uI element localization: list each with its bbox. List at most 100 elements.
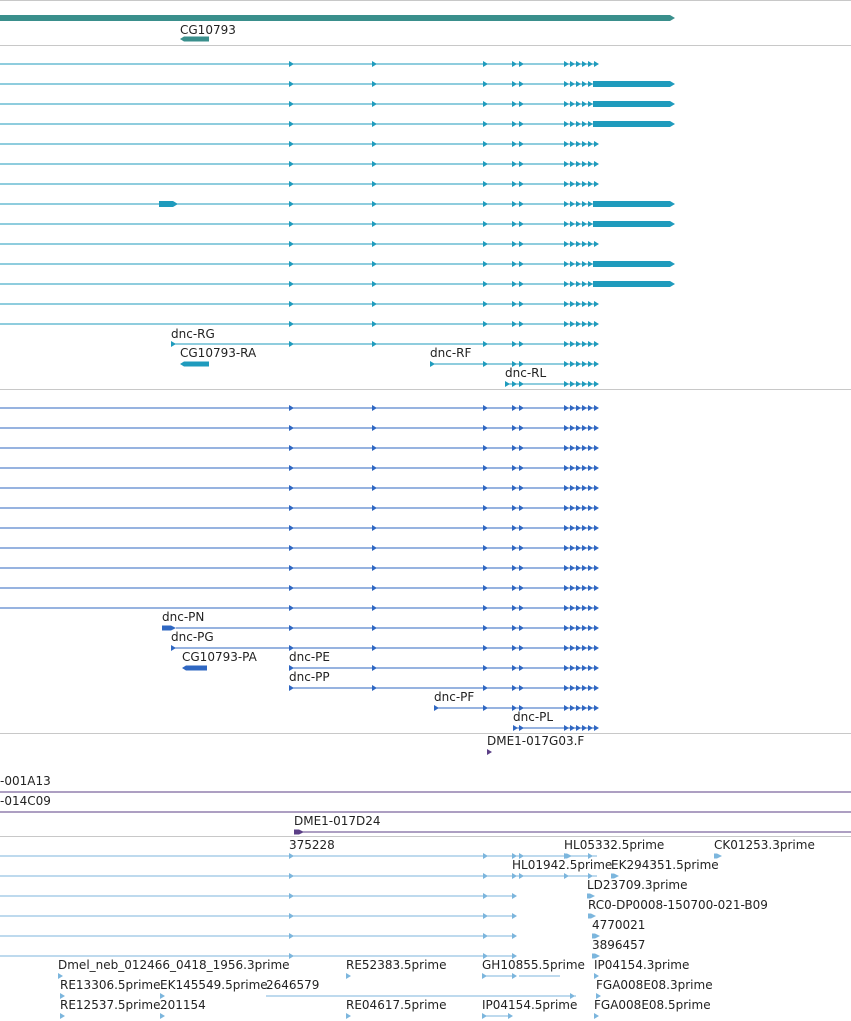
protein-exon-marker — [519, 545, 524, 551]
transcript-dnc-rl-exon-marker — [588, 381, 593, 387]
transcript-exon-marker — [483, 141, 488, 147]
transcript-exon-marker — [570, 241, 575, 247]
est-label-201154[interactable]: 201154 — [160, 998, 206, 1012]
protein-label-dnc-pe[interactable]: dnc-PE — [289, 650, 330, 664]
transcript-exon-marker — [372, 81, 377, 87]
protein-dnc-pp-exon-marker — [570, 685, 575, 691]
protein-exon-marker — [582, 445, 587, 451]
est-label-3896457[interactable]: 3896457 — [592, 938, 646, 952]
est-label-ip04154-5[interactable]: IP04154.5prime — [482, 998, 578, 1012]
protein-exon-marker — [594, 445, 599, 451]
est-exon-marker — [512, 933, 517, 939]
protein-dnc-pn-exon-marker — [483, 625, 488, 631]
protein-exon-marker — [372, 445, 377, 451]
transcript-exon-marker — [570, 121, 575, 127]
est-label-re04617[interactable]: RE04617.5prime — [346, 998, 447, 1012]
protein-dnc-pe-exon-marker — [512, 665, 517, 671]
transcript-exon-marker — [483, 121, 488, 127]
protein-label-dnc-pg[interactable]: dnc-PG — [171, 630, 214, 644]
protein-track — [0, 405, 599, 731]
clone-label-dme1-017d24[interactable]: DME1-017D24 — [294, 814, 381, 828]
est-label-2646579[interactable]: 2646579 — [266, 978, 320, 992]
protein-exon-marker — [588, 405, 593, 411]
transcript-dnc-rg-exon-marker — [519, 341, 524, 347]
protein-dnc-pp-exon-marker — [588, 685, 593, 691]
protein-exon-marker — [519, 405, 524, 411]
est-label-ck01253[interactable]: CK01253.3prime — [714, 838, 815, 852]
protein-dnc-pe-exon-marker — [564, 665, 569, 671]
est-label-375228[interactable]: 375228 — [289, 838, 335, 852]
transcript-exon-marker — [519, 141, 524, 147]
est-label-ip04154-3[interactable]: IP04154.3prime — [594, 958, 690, 972]
transcript-exon-marker — [289, 81, 294, 87]
protein-exon-marker — [289, 605, 294, 611]
clone-label-001a13[interactable]: -001A13 — [0, 774, 51, 788]
transcript-exon-marker — [564, 81, 569, 87]
protein-exon-marker — [570, 445, 575, 451]
est-exon-marker — [512, 913, 517, 919]
protein-label-dnc-pf[interactable]: dnc-PF — [434, 690, 475, 704]
transcript-exon-marker — [519, 241, 524, 247]
protein-exon-marker — [512, 605, 517, 611]
protein-exon-marker — [289, 505, 294, 511]
protein-exon-marker — [582, 605, 587, 611]
transcript-exon-marker — [582, 161, 587, 167]
est-exon-marker — [512, 973, 517, 979]
transcript-exon-marker — [289, 181, 294, 187]
transcript-exon-marker — [512, 101, 517, 107]
est-label-ek294351[interactable]: EK294351.5prime — [611, 858, 719, 872]
protein-label-dnc-pp[interactable]: dnc-PP — [289, 670, 330, 684]
est-label-re13306[interactable]: RE13306.5prime — [60, 978, 161, 992]
transcript-exon-marker — [519, 101, 524, 107]
transcript-exon-marker — [289, 141, 294, 147]
est-label-ek145549[interactable]: EK145549.5prime — [160, 978, 268, 992]
est-label-4770021[interactable]: 4770021 — [592, 918, 646, 932]
est-exon-marker — [289, 853, 294, 859]
protein-dnc-pg-exon-marker — [512, 645, 517, 651]
transcript-exon-marker — [570, 321, 575, 327]
protein-label-cg10793-pa[interactable]: CG10793-PA — [182, 650, 257, 664]
protein-exon-marker — [576, 505, 581, 511]
protein-exon-marker — [588, 585, 593, 591]
est-label-fga008e08-5[interactable]: FGA008E08.5prime — [594, 998, 711, 1012]
transcript-exon-marker — [512, 201, 517, 207]
est-label-dmel-neb[interactable]: Dmel_neb_012466_0418_1956.3prime — [58, 958, 290, 972]
protein-dnc-pl-exon-marker — [564, 725, 569, 731]
transcript-exon-marker — [372, 321, 377, 327]
protein-dnc-pp-exon-marker — [576, 685, 581, 691]
transcript-exon-marker — [570, 201, 575, 207]
transcript-exon-marker — [372, 181, 377, 187]
protein-exon-marker — [576, 525, 581, 531]
transcript-exon-marker — [519, 321, 524, 327]
est-label-re52383[interactable]: RE52383.5prime — [346, 958, 447, 972]
protein-dnc-pg-exon-marker — [576, 645, 581, 651]
protein-exon-marker — [483, 445, 488, 451]
est-label-fga008e08-3[interactable]: FGA008E08.3prime — [596, 978, 713, 992]
protein-label-dnc-pn[interactable]: dnc-PN — [162, 610, 205, 624]
transcript-label-dnc-rg[interactable]: dnc-RG — [171, 327, 215, 341]
est-label-hl05332[interactable]: HL05332.5prime — [564, 838, 665, 852]
est-label-hl01942[interactable]: HL01942.5prime — [512, 858, 613, 872]
protein-dnc-pp-exon-marker — [289, 685, 294, 691]
est-label-re12537[interactable]: RE12537.5prime — [60, 998, 161, 1012]
est-label-rc0[interactable]: RC0-DP0008-150700-021-B09 — [588, 898, 768, 912]
transcript-label-dnc-rf[interactable]: dnc-RF — [430, 346, 472, 360]
est-label-gh10855[interactable]: GH10855.5prime — [482, 958, 585, 972]
clone-label-014c09[interactable]: -014C09 — [0, 794, 51, 808]
protein-label-dnc-pl[interactable]: dnc-PL — [513, 710, 554, 724]
protein-exon-marker — [576, 565, 581, 571]
gene-label-cg10793[interactable]: CG10793 — [180, 23, 236, 37]
transcript-label-cg10793-ra[interactable]: CG10793-RA — [180, 346, 257, 360]
est-label-ld23709[interactable]: LD23709.3prime — [587, 878, 688, 892]
transcript-exon-marker — [588, 241, 593, 247]
protein-dnc-pl-exon-marker — [594, 725, 599, 731]
transcript-exon-marker — [519, 221, 524, 227]
clone-label-dme1-017g03[interactable]: DME1-017G03.F — [487, 734, 585, 748]
est-feature-start — [160, 1013, 165, 1019]
protein-dnc-pe-exon-marker — [289, 665, 294, 671]
transcript-label-dnc-rl[interactable]: dnc-RL — [505, 366, 547, 380]
protein-exon-marker — [372, 545, 377, 551]
protein-exon-marker — [483, 505, 488, 511]
protein-exon-marker — [564, 405, 569, 411]
